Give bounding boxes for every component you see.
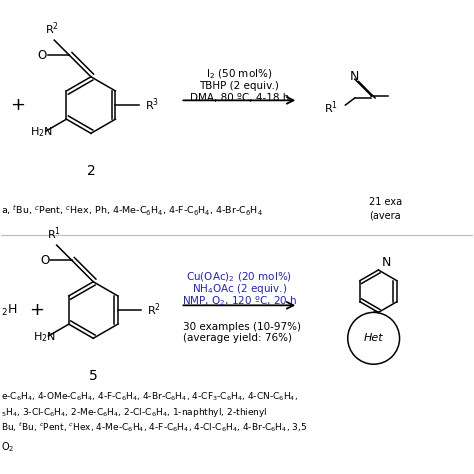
Text: NH$_4$OAc (2 equiv.): NH$_4$OAc (2 equiv.) [191,282,287,296]
Text: TBHP (2 equiv.): TBHP (2 equiv.) [200,81,279,91]
Text: R$^2$: R$^2$ [147,302,161,319]
Text: I$_2$ (50 mol%): I$_2$ (50 mol%) [206,68,273,81]
Text: O$_2$: O$_2$ [1,440,15,454]
Text: $_5$H$_4$, 3-Cl-C$_6$H$_4$, 2-Me-C$_6$H$_4$, 2-Cl-C$_6$H$_4$, 1-naphthyl, 2-thie: $_5$H$_4$, 3-Cl-C$_6$H$_4$, 2-Me-C$_6$H$… [1,406,268,419]
Text: NMP, O$_2$, 120 ºC, 20 h: NMP, O$_2$, 120 ºC, 20 h [182,294,297,308]
Text: Cu(OAc)$_2$ (20 mol%): Cu(OAc)$_2$ (20 mol%) [186,270,292,284]
Text: 5: 5 [89,369,98,383]
Text: N: N [382,256,392,269]
Text: +: + [29,301,44,319]
Text: O: O [38,49,47,62]
Text: DMA, 80 ºC, 4-18 h: DMA, 80 ºC, 4-18 h [190,93,289,103]
Text: R$^1$: R$^1$ [324,99,338,116]
Text: Het: Het [364,333,383,343]
Text: +: + [10,96,26,114]
Text: R$^1$: R$^1$ [47,225,61,242]
Text: H$_2$N: H$_2$N [30,125,54,139]
Text: a, $^t$Bu, $^c$Pent, $^c$Hex, Ph, 4-Me-C$_6$H$_4$, 4-F-C$_6$H$_4$, 4-Br-C$_6$H$_: a, $^t$Bu, $^c$Pent, $^c$Hex, Ph, 4-Me-C… [1,204,264,218]
Text: 2: 2 [87,164,95,178]
Text: 30 examples (10-97%): 30 examples (10-97%) [183,321,301,331]
Text: (average yield: 76%): (average yield: 76%) [183,333,292,343]
Text: (avera: (avera [369,211,401,221]
Text: Bu, $^t$Bu, $^c$Pent, $^c$Hex, 4-Me-C$_6$H$_4$, 4-F-C$_6$H$_4$, 4-Cl-C$_6$H$_4$,: Bu, $^t$Bu, $^c$Pent, $^c$Hex, 4-Me-C$_6… [1,420,308,434]
Text: N: N [350,70,359,83]
Text: $_2$H: $_2$H [1,302,18,318]
Text: e-C$_6$H$_4$, 4-OMe-C$_6$H$_4$, 4-F-C$_6$H$_4$, 4-Br-C$_6$H$_4$, 4-CF$_3$-C$_6$H: e-C$_6$H$_4$, 4-OMe-C$_6$H$_4$, 4-F-C$_6… [1,391,299,403]
Text: 21 exa: 21 exa [369,197,402,207]
Text: O: O [40,254,49,266]
Text: R$^2$: R$^2$ [45,20,59,37]
Text: H$_2$N: H$_2$N [33,330,56,344]
Text: R$^3$: R$^3$ [145,97,159,113]
